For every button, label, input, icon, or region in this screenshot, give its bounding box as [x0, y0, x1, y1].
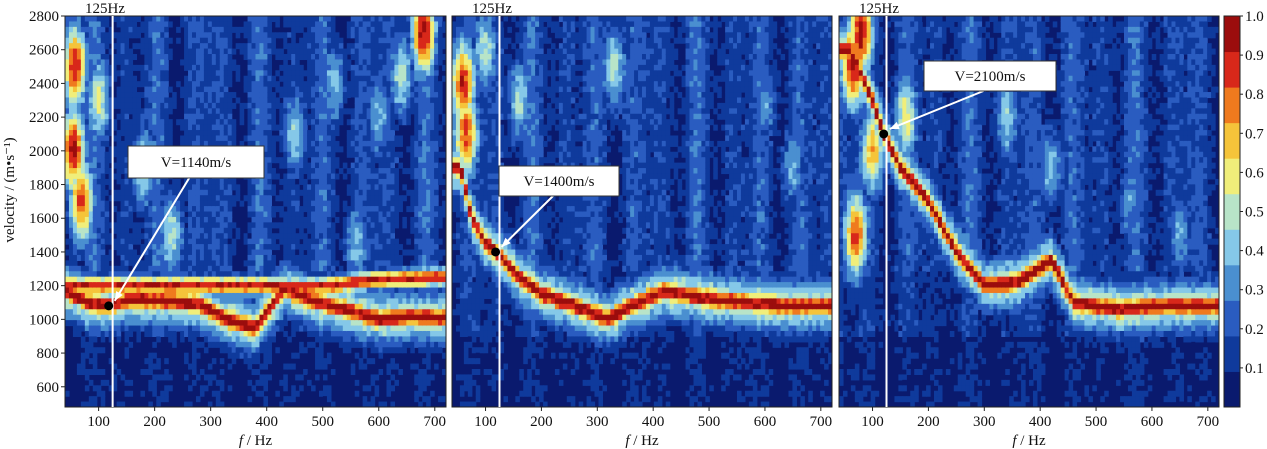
colorbar-segment	[1224, 193, 1240, 230]
annotation-box	[498, 165, 620, 197]
x-tick-label: 500	[1085, 414, 1108, 430]
colorbar-segment	[1224, 16, 1240, 53]
annotation-arrowhead	[501, 237, 511, 247]
annotation-box	[923, 60, 1057, 92]
y-tick-label: 1600	[29, 211, 59, 227]
colorbar-tick-label: 0.1	[1245, 361, 1264, 377]
annotation-label: V=1400m/s	[524, 174, 595, 190]
y-tick-label: 2600	[29, 43, 59, 59]
colorbar-segment	[1224, 229, 1240, 266]
annotation-point	[879, 129, 889, 139]
colorbar-tick-label: 1.0	[1245, 9, 1264, 25]
x-axis-label: f / Hz	[1012, 433, 1046, 449]
colorbar-segment	[1224, 87, 1240, 124]
annotation-label: V=2100m/s	[955, 69, 1026, 85]
x-tick-label: 500	[698, 414, 721, 430]
heatmap-field	[452, 16, 832, 407]
x-tick-label: 300	[586, 414, 609, 430]
annotation-arrow	[113, 177, 191, 302]
x-tick-label: 700	[424, 414, 447, 430]
colorbar-tick-label: 0.4	[1245, 244, 1264, 260]
x-tick-label: 100	[474, 414, 497, 430]
x-tick-label: 400	[255, 414, 278, 430]
marker-label: 125Hz	[472, 1, 512, 17]
colorbar-segment	[1224, 158, 1240, 195]
x-tick-label: 300	[973, 414, 996, 430]
marker-label: 125Hz	[85, 1, 125, 17]
y-tick-label: 1000	[29, 312, 59, 328]
y-tick-label: 600	[37, 380, 60, 396]
x-tick-label: 600	[754, 414, 777, 430]
annotation-arrow	[500, 195, 554, 248]
y-tick-label: 1800	[29, 178, 59, 194]
x-tick-label: 100	[861, 414, 884, 430]
panel-1: 125Hz 100 200 300 400 500 600 700 f / Hz 600 800 10…	[29, 1, 447, 449]
y-tick-label: 2400	[29, 76, 59, 92]
y-tick-label: 1200	[29, 279, 59, 295]
y-tick-label: 2800	[29, 9, 59, 25]
y-tick-label: 1400	[29, 245, 59, 261]
colorbar-tick-label: 0.6	[1245, 165, 1264, 181]
x-axis-label: f / Hz	[239, 433, 273, 449]
x-tick-label: 200	[530, 414, 553, 430]
panels: 125Hz 100 200 300 400 500 600 700 f / Hz 600 800 10…	[29, 1, 1220, 449]
annotation-arrowhead	[114, 290, 123, 301]
x-axis-label: f / Hz	[625, 433, 659, 449]
y-axis-label: velocity / (m•s⁻¹)	[2, 137, 18, 242]
x-tick-label: 300	[199, 414, 222, 430]
colorbar-tick-label: 0.2	[1245, 322, 1264, 338]
colorbar-segment	[1224, 371, 1240, 408]
annotation-arrowhead	[889, 121, 900, 130]
colorbar: 0.1 0.2 0.3 0.4 0.5 0.6 0.7 0.8 0.9 1.0	[1223, 9, 1264, 408]
colorbar-segment	[1224, 122, 1240, 159]
panel-2: 125Hz 100 200 300 400 500 600 700 f / Hz V=1400m/…	[451, 1, 833, 449]
x-tick-label: 100	[87, 414, 110, 430]
panel-frame	[451, 15, 833, 408]
annotation-arrow	[889, 90, 984, 130]
x-tick-label: 600	[368, 414, 391, 430]
x-tick-label: 600	[1141, 414, 1164, 430]
x-tick-label: 400	[642, 414, 665, 430]
colorbar-tick-label: 0.9	[1245, 48, 1264, 64]
x-tick-label: 500	[311, 414, 334, 430]
colorbar-tick-label: 0.7	[1245, 126, 1264, 142]
y-tick-label: 2000	[29, 144, 59, 160]
colorbar-segment	[1224, 51, 1240, 88]
annotation-point	[491, 247, 501, 257]
annotation-label: V=1140m/s	[161, 155, 232, 171]
annotation-point	[104, 301, 114, 311]
panel-3: 125Hz 100 200 300 400 500 600 700 f / Hz V=2100m/…	[838, 1, 1220, 449]
colorbar-segment	[1224, 335, 1240, 372]
marker-label: 125Hz	[859, 1, 899, 17]
colorbar-tick-label: 0.3	[1245, 283, 1264, 299]
panel-frame	[838, 15, 1220, 408]
x-tick-label: 200	[917, 414, 940, 430]
colorbar-segment	[1224, 264, 1240, 301]
x-tick-label: 700	[810, 414, 833, 430]
x-tick-label: 400	[1029, 414, 1052, 430]
x-tick-label: 700	[1197, 414, 1220, 430]
panel-frame	[64, 15, 447, 408]
colorbar-tick-label: 0.8	[1245, 87, 1264, 103]
y-tick-label: 800	[37, 346, 60, 362]
heatmap-field	[65, 16, 446, 407]
x-tick-label: 200	[143, 414, 166, 430]
colorbar-segment	[1224, 300, 1240, 337]
y-tick-label: 2200	[29, 110, 59, 126]
annotation-box	[127, 145, 265, 179]
colorbar-tick-label: 0.5	[1245, 205, 1264, 221]
